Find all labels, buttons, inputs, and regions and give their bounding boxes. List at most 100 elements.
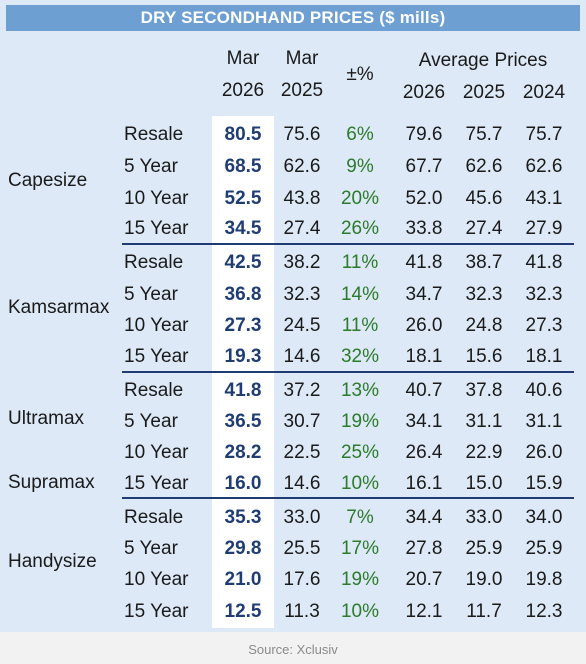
- cell-chg: 17%: [340, 538, 380, 559]
- cell-a3: 43.1: [525, 188, 563, 209]
- cell-a2: 11.7: [466, 601, 502, 622]
- cell-chg: 14%: [340, 284, 380, 305]
- cell-chg: 10%: [340, 601, 380, 622]
- cell-age: 10 Year: [124, 442, 189, 463]
- header-average-prices: Average Prices: [418, 50, 548, 71]
- cell-prev: 25.5: [283, 538, 321, 559]
- cell-cur: 36.5: [224, 411, 262, 432]
- vessel-class-label: Capesize: [8, 170, 88, 191]
- cell-cur: 35.3: [224, 507, 262, 528]
- cell-age: 10 Year: [124, 315, 189, 336]
- cell-a2: 24.8: [465, 315, 503, 336]
- cell-a3: 18.1: [525, 346, 563, 367]
- cell-a1: 16.1: [405, 473, 443, 494]
- cell-a3: 75.7: [525, 124, 563, 145]
- cell-age: 5 Year: [124, 538, 178, 559]
- cell-a3: 26.0: [525, 442, 563, 463]
- cell-chg: 7%: [346, 507, 374, 528]
- cell-cur: 29.8: [224, 538, 262, 559]
- cell-cur: 42.5: [224, 252, 262, 273]
- cell-cur: 36.8: [224, 284, 262, 305]
- cell-a3: 19.8: [525, 569, 563, 590]
- cell-prev: 30.7: [283, 411, 321, 432]
- cell-a3: 41.8: [525, 252, 563, 273]
- cell-chg: 19%: [340, 569, 380, 590]
- cell-chg: 13%: [340, 380, 380, 401]
- cell-chg: 10%: [340, 473, 380, 494]
- group-divider: [122, 243, 574, 245]
- cell-chg: 11%: [341, 315, 379, 336]
- cell-a1: 18.1: [405, 346, 443, 367]
- cell-cur: 34.5: [224, 218, 262, 239]
- cell-cur: 21.0: [224, 569, 262, 590]
- cell-prev: 14.6: [283, 473, 321, 494]
- cell-age: 5 Year: [124, 156, 178, 177]
- cell-a2: 38.7: [465, 252, 503, 273]
- cell-a1: 20.7: [405, 569, 443, 590]
- cell-age: Resale: [124, 124, 184, 145]
- cell-a2: 19.0: [465, 569, 503, 590]
- cell-prev: 11.3: [284, 601, 320, 622]
- cell-a1: 41.8: [405, 252, 443, 273]
- footer-band: [0, 632, 586, 664]
- cell-age: Resale: [124, 507, 184, 528]
- cell-a2: 62.6: [465, 156, 503, 177]
- cell-chg: 9%: [346, 156, 374, 177]
- cell-cur: 27.3: [224, 315, 262, 336]
- cell-age: 15 Year: [124, 473, 189, 494]
- cell-a1: 52.0: [405, 188, 443, 209]
- cell-cur: 52.5: [224, 188, 262, 209]
- cell-cur: 12.5: [224, 601, 262, 622]
- cell-a3: 34.0: [525, 507, 563, 528]
- cell-age: 15 Year: [124, 346, 189, 367]
- cell-prev: 43.8: [283, 188, 321, 209]
- header-avg-2026: 2026: [402, 82, 446, 103]
- cell-chg: 6%: [346, 124, 374, 145]
- cell-a3: 25.9: [525, 538, 563, 559]
- cell-cur: 68.5: [224, 156, 262, 177]
- header-year-previous: 2025: [280, 80, 324, 101]
- cell-a2: 45.6: [465, 188, 503, 209]
- cell-age: 10 Year: [124, 569, 189, 590]
- cell-a1: 79.6: [405, 124, 443, 145]
- cell-a1: 26.0: [405, 315, 443, 336]
- vessel-class-label: Handysize: [8, 551, 97, 572]
- cell-a1: 34.4: [405, 507, 443, 528]
- cell-cur: 80.5: [224, 124, 262, 145]
- group-divider: [122, 371, 574, 373]
- cell-a3: 62.6: [525, 156, 563, 177]
- header-change-percent: ±%: [346, 64, 374, 85]
- cell-age: 5 Year: [124, 411, 178, 432]
- vessel-class-label: Kamsarmax: [8, 297, 110, 318]
- cell-a2: 75.7: [465, 124, 503, 145]
- cell-a2: 15.0: [465, 473, 503, 494]
- cell-chg: 26%: [340, 218, 380, 239]
- cell-a1: 27.8: [405, 538, 443, 559]
- cell-age: 15 Year: [124, 218, 189, 239]
- cell-age: Resale: [124, 380, 184, 401]
- header-mar-current: Mar: [226, 48, 260, 69]
- cell-prev: 37.2: [283, 380, 321, 401]
- cell-chg: 25%: [340, 442, 380, 463]
- cell-chg: 20%: [340, 188, 380, 209]
- cell-prev: 24.5: [283, 315, 321, 336]
- cell-age: 5 Year: [124, 284, 178, 305]
- cell-prev: 17.6: [283, 569, 321, 590]
- cell-a2: 31.1: [465, 411, 503, 432]
- cell-prev: 22.5: [283, 442, 321, 463]
- cell-prev: 14.6: [283, 346, 321, 367]
- cell-a1: 12.1: [405, 601, 443, 622]
- cell-chg: 32%: [340, 346, 380, 367]
- cell-a1: 34.1: [405, 411, 443, 432]
- cell-a1: 34.7: [405, 284, 443, 305]
- cell-a2: 25.9: [465, 538, 503, 559]
- prices-panel: DRY SECONDHAND PRICES ($ mills) Mar 2026…: [0, 0, 586, 632]
- cell-a1: 40.7: [405, 380, 443, 401]
- cell-cur: 19.3: [224, 346, 262, 367]
- header-avg-2024: 2024: [522, 82, 566, 103]
- cell-prev: 32.3: [283, 284, 321, 305]
- cell-a1: 33.8: [405, 218, 443, 239]
- cell-a1: 26.4: [405, 442, 443, 463]
- cell-a3: 40.6: [525, 380, 563, 401]
- cell-prev: 62.6: [283, 156, 321, 177]
